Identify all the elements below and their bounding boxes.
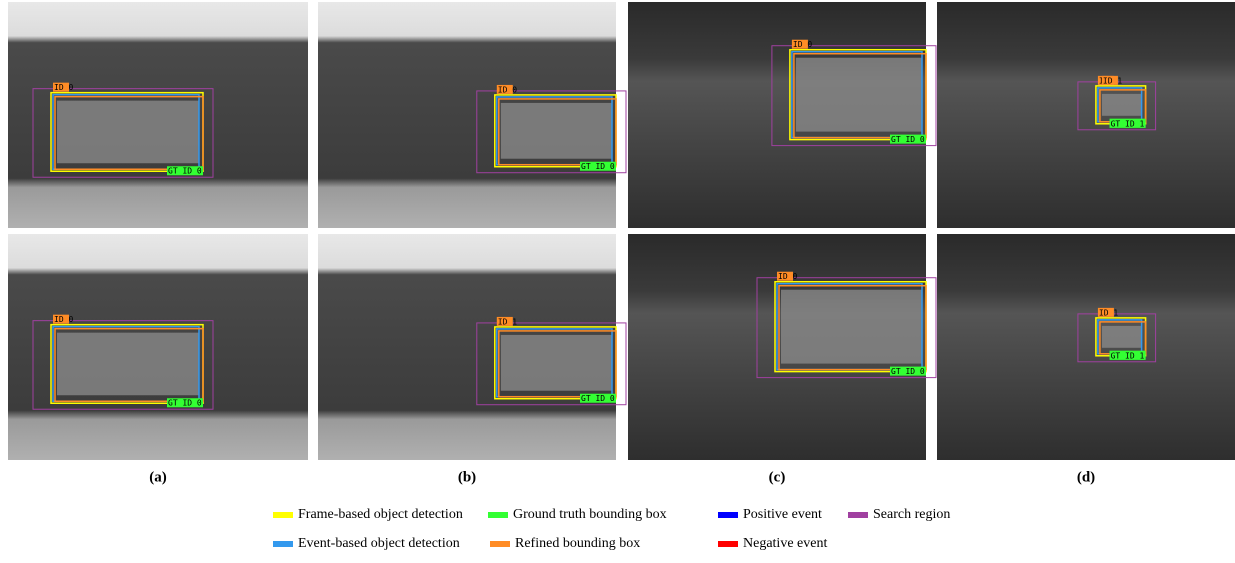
- box-label: GT ID 0: [581, 394, 615, 403]
- box-label: ID 0: [778, 272, 797, 281]
- legend-label: Negative event: [743, 536, 827, 551]
- panel-caption: (d): [1077, 469, 1095, 485]
- image: [937, 2, 1235, 228]
- box-label: ID 1: [1103, 76, 1122, 85]
- box-label: GT ID 0: [581, 162, 615, 171]
- box-label: ID 0: [54, 315, 73, 324]
- image-panel: ID 0 GT ID 0: [8, 234, 308, 460]
- figure: ID 0GT ID 0ID 0GT ID 0(a)ID 0GT ID 0ID 1…: [0, 0, 1235, 558]
- legend-swatch: [718, 512, 738, 518]
- box-label: GT ID 1: [1111, 119, 1145, 128]
- legend-swatch: [848, 512, 868, 518]
- image-panel: ID 0 GT ID 0: [628, 234, 936, 460]
- legend-label: Event-based object detection: [298, 536, 460, 551]
- vehicle: [57, 333, 199, 396]
- vehicle: [796, 58, 922, 132]
- vehicle: [1102, 326, 1142, 348]
- vehicle: [1102, 94, 1142, 116]
- box-label: ID 1: [498, 317, 517, 326]
- image-panel: ID 1 GT ID 0: [318, 234, 626, 460]
- panel-caption: (b): [458, 469, 476, 485]
- image-panel: ID 0ID 1GT ID 0GT ID 1: [937, 2, 1235, 228]
- panel-caption: (c): [769, 469, 786, 485]
- legend-label: Positive event: [743, 507, 822, 522]
- image-panel: ID 1GT ID 0GT ID 1: [937, 234, 1235, 460]
- box-label: GT ID 0: [168, 167, 202, 176]
- legend-swatch: [718, 541, 738, 547]
- box-label: ID 0: [54, 83, 73, 92]
- legend-swatch: [490, 541, 510, 547]
- box-label: GT ID 0: [168, 399, 202, 408]
- legend-swatch: [273, 512, 293, 518]
- legend-label: Ground truth bounding box: [513, 507, 667, 522]
- panel-caption: (a): [149, 469, 167, 485]
- image-panel: ID 0 GT ID 0: [8, 2, 308, 228]
- legend-label: Refined bounding box: [515, 536, 640, 551]
- box-label: ID 0: [793, 40, 812, 49]
- image-panel: ID 0 GT ID 0: [628, 2, 936, 228]
- box-label: GT ID 0: [891, 367, 925, 376]
- box-label: GT ID 0: [891, 135, 925, 144]
- vehicle: [781, 290, 922, 364]
- vehicle: [501, 335, 612, 391]
- vehicle: [501, 103, 612, 159]
- legend-swatch: [488, 512, 508, 518]
- box-label: ID 1: [1099, 308, 1118, 317]
- image: [937, 234, 1235, 460]
- legend-swatch: [273, 541, 293, 547]
- legend-label: Search region: [873, 507, 950, 522]
- legend-label: Frame-based object detection: [298, 507, 463, 522]
- vehicle: [57, 101, 199, 164]
- box-label: ID 0: [498, 85, 517, 94]
- image-panel: ID 0 GT ID 0: [318, 2, 626, 228]
- box-label: GT ID 1: [1111, 351, 1145, 360]
